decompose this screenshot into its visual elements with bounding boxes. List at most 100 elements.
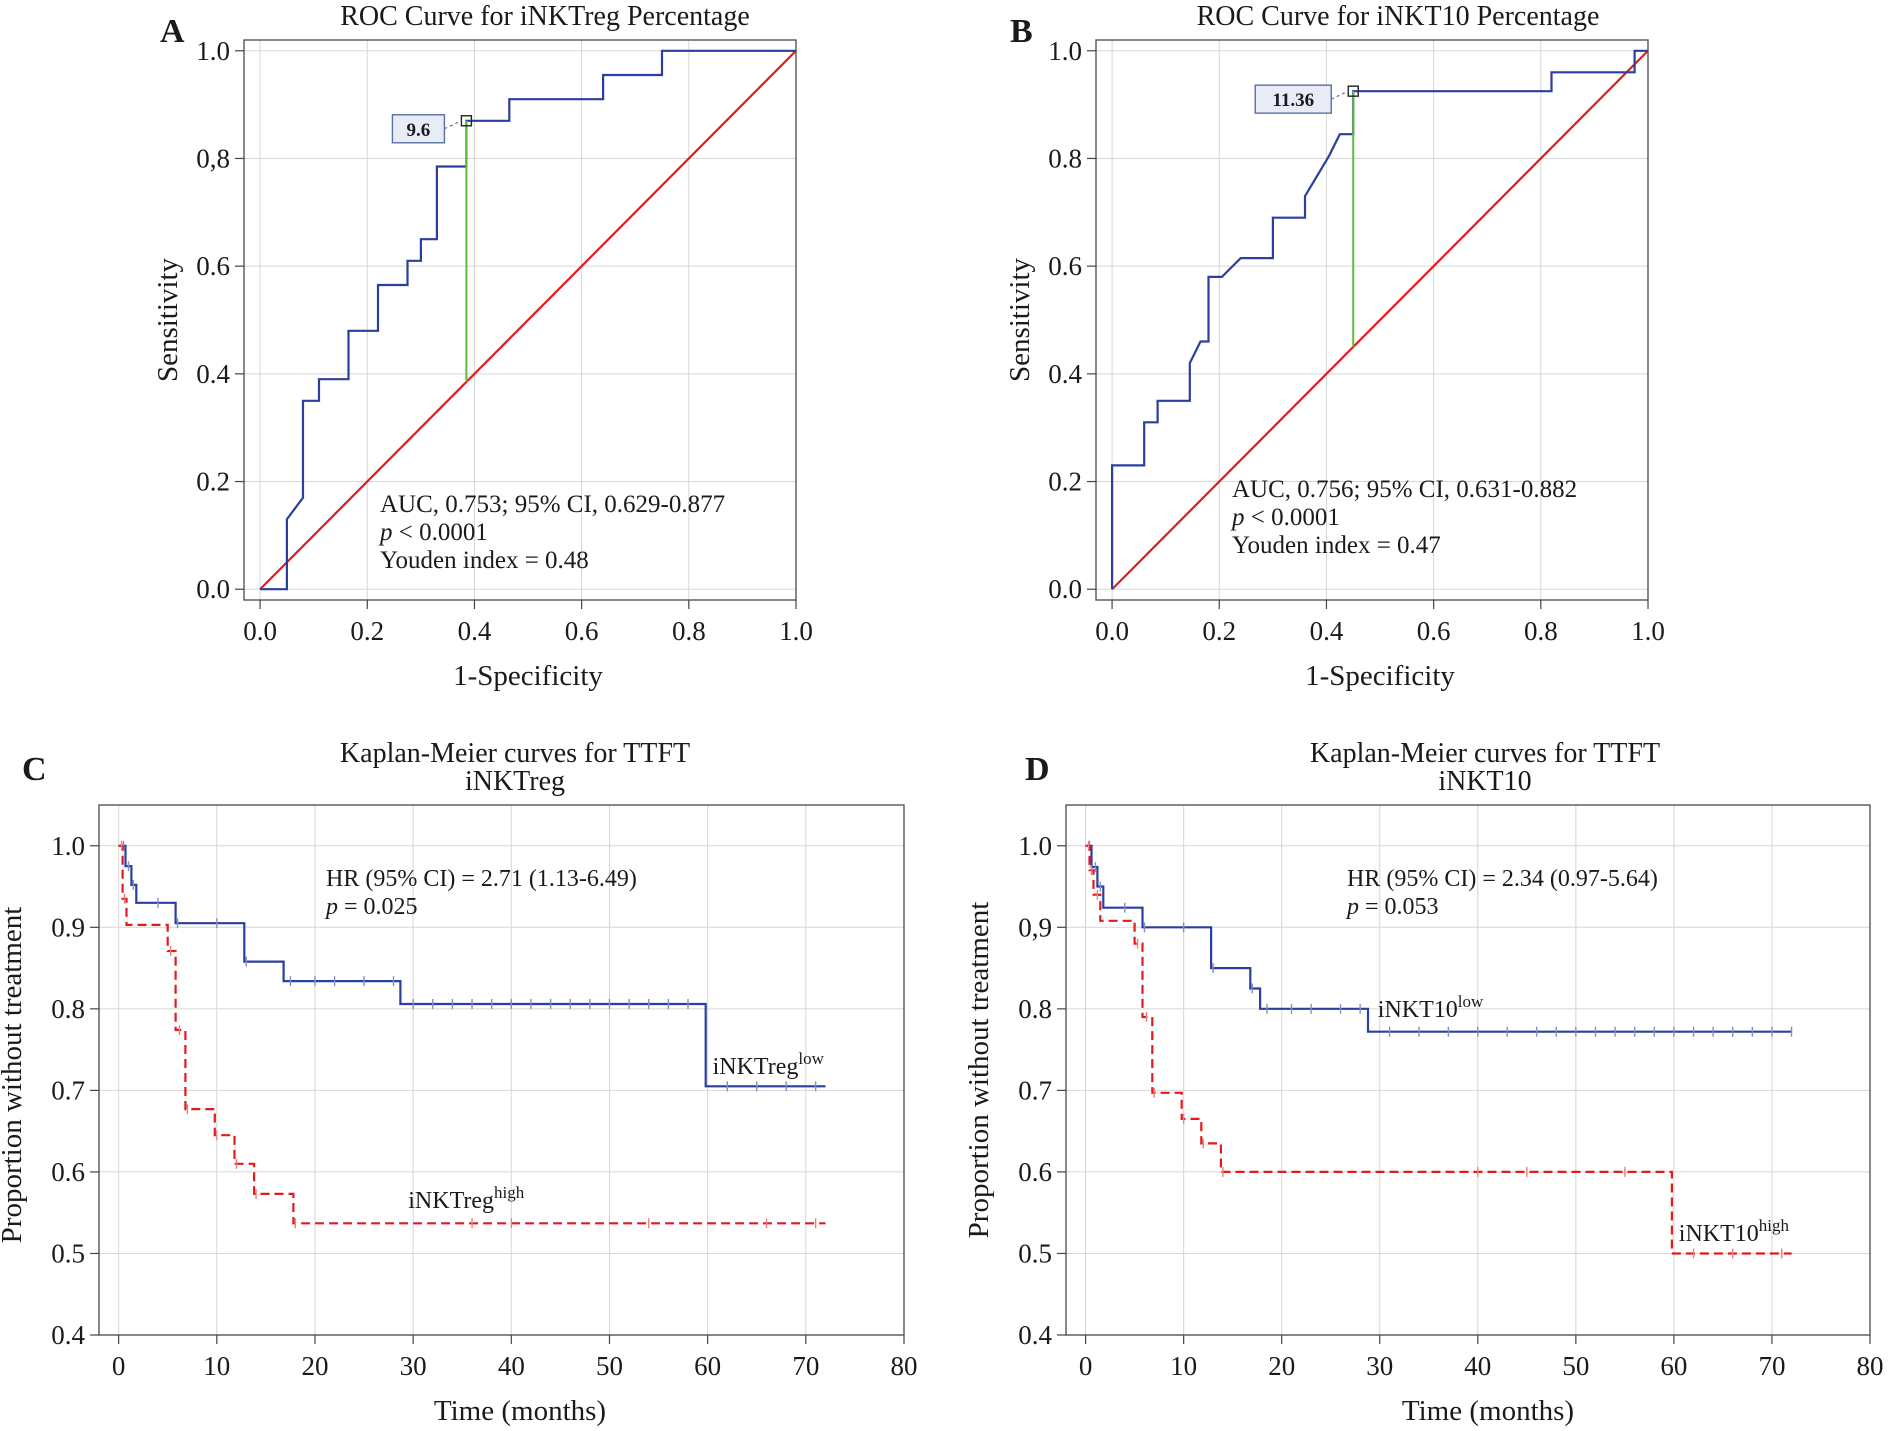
y-tick-label: 1.0 — [1048, 36, 1082, 66]
x-tick-label: 50 — [596, 1351, 623, 1381]
y-tick-label: 0.7 — [51, 1075, 85, 1105]
stats-annotation: HR (95% CI) = 2.71 (1.13-6.49) p = 0.025 — [324, 866, 637, 920]
km-curve-low — [118, 844, 826, 1088]
y-tick-label: 0.7 — [1018, 1075, 1052, 1105]
x-tick-label: 40 — [1464, 1351, 1491, 1381]
km-curve-high — [1085, 844, 1792, 1255]
y-tick-label: 0,9 — [1018, 912, 1052, 942]
cutoff-label-box — [1254, 84, 1332, 114]
y-tick-label: 0.6 — [196, 251, 230, 281]
km-curve-low — [1085, 844, 1792, 1033]
chart-title: Kaplan-Meier curves for TTFT — [340, 738, 690, 769]
x-tick-label: 1.0 — [1631, 616, 1665, 646]
y-tick-label: 0.0 — [1048, 574, 1082, 604]
chart-subtitle: iNKT10 — [1438, 766, 1531, 797]
plot-frame — [243, 39, 797, 601]
x-tick-label: 40 — [498, 1351, 525, 1381]
x-tick-label: 70 — [792, 1351, 819, 1381]
cutoff-value-label: 11.36 — [1272, 90, 1314, 111]
y-tick-label: 0.2 — [196, 467, 230, 497]
x-tick-label: 60 — [1660, 1351, 1687, 1381]
y-axis-label: Sensitivity — [1004, 257, 1036, 382]
x-tick-label: 0.4 — [1310, 616, 1344, 646]
plot-frame — [1065, 804, 1871, 1336]
chart-title: ROC Curve for iNKTreg Percentage — [340, 1, 750, 32]
series-label-low: iNKT10low — [1378, 992, 1484, 1023]
stats-annotation: AUC, 0.753; 95% CI, 0.629-0.877 p < 0.00… — [378, 491, 725, 574]
x-tick-label: 0.8 — [672, 616, 706, 646]
y-tick-label: 0.8 — [1048, 143, 1082, 173]
p-value-text: p < 0.0001 — [1230, 504, 1340, 531]
x-tick-label: 0.4 — [458, 616, 492, 646]
x-tick-label: 0.0 — [243, 616, 277, 646]
chance-diagonal-line — [259, 49, 797, 591]
y-axis-label: Proportion without treatment — [963, 902, 995, 1239]
y-tick-label: 0.4 — [1048, 359, 1082, 389]
y-tick-label: 0.4 — [196, 359, 230, 389]
roc-panel-b: B ROC Curve for iNKT10 Percentage 0.0 0.2… — [1004, 1, 1665, 692]
x-tick-label: 0.8 — [1524, 616, 1558, 646]
p-value-text: p = 0.053 — [1345, 894, 1439, 920]
y-tick-label: 1.0 — [51, 831, 85, 861]
x-axis-label: Time (months) — [1402, 1395, 1574, 1427]
y-axis-label: Sensitivity — [152, 257, 184, 382]
y-tick-label: 0.5 — [51, 1238, 85, 1268]
y-tick-label: 0.6 — [1048, 251, 1082, 281]
panel-label: C — [22, 751, 47, 788]
y-tick-label: 0.0 — [196, 574, 230, 604]
roc-panel-a: A ROC Curve for iNKTreg Percentage 0.0 0.… — [152, 1, 813, 692]
y-tick-label: 0.6 — [51, 1157, 85, 1187]
x-tick-label: 10 — [1170, 1351, 1197, 1381]
y-tick-label: 0.5 — [1018, 1238, 1052, 1268]
hr-text: HR (95% CI) = 2.34 (0.97-5.64) — [1347, 866, 1658, 892]
series-label-high: iNKTreghigh — [408, 1183, 525, 1214]
y-tick-label: 0,8 — [196, 143, 230, 173]
chart-subtitle: iNKTreg — [465, 766, 565, 797]
x-tick-label: 60 — [694, 1351, 721, 1381]
auc-text: AUC, 0.753; 95% CI, 0.629-0.877 — [380, 491, 725, 518]
x-tick-label: 20 — [1268, 1351, 1295, 1381]
p-value-text: p = 0.025 — [324, 894, 418, 920]
y-tick-label: 0.8 — [51, 994, 85, 1024]
roc-curve — [1110, 49, 1648, 590]
y-tick-label: 1.0 — [1018, 831, 1052, 861]
y-tick-label: 0.8 — [1018, 994, 1052, 1024]
km-curve-high — [118, 844, 826, 1225]
auc-text: AUC, 0.756; 95% CI, 0.631-0.882 — [1232, 476, 1577, 503]
y-tick-label: 0.9 — [51, 912, 85, 942]
cutoff-value-label: 9.6 — [407, 120, 431, 141]
y-tick-label: 1.0 — [196, 36, 230, 66]
x-tick-label: 0.2 — [350, 616, 384, 646]
km-panel-c: C Kaplan-Meier curves for TTFT iNKTreg 0… — [0, 738, 918, 1427]
stats-annotation: AUC, 0.756; 95% CI, 0.631-0.882 p < 0.00… — [1230, 476, 1577, 559]
cutoff-label-box — [391, 114, 446, 144]
x-tick-label: 80 — [1857, 1351, 1884, 1381]
x-tick-label: 10 — [203, 1351, 230, 1381]
chance-diagonal-line — [1111, 49, 1649, 591]
hr-text: HR (95% CI) = 2.71 (1.13-6.49) — [326, 866, 637, 892]
series-label-low: iNKTreglow — [713, 1049, 825, 1080]
x-tick-label: 80 — [891, 1351, 918, 1381]
y-tick-label: 0.4 — [1018, 1320, 1052, 1350]
chart-title: Kaplan-Meier curves for TTFT — [1310, 738, 1660, 769]
chart-title: ROC Curve for iNKT10 Percentage — [1197, 1, 1600, 32]
panel-label: D — [1025, 751, 1050, 788]
x-tick-label: 0.2 — [1202, 616, 1236, 646]
cutoff-leader-line — [1330, 90, 1349, 100]
x-tick-label: 70 — [1758, 1351, 1785, 1381]
x-tick-label: 30 — [400, 1351, 427, 1381]
youden-text: Youden index = 0.47 — [1232, 532, 1441, 559]
x-tick-label: 1.0 — [779, 616, 813, 646]
x-axis-label: 1-Specificity — [1305, 660, 1455, 692]
panel-label: A — [160, 13, 185, 50]
x-tick-label: 0 — [112, 1351, 126, 1381]
x-tick-label: 0.6 — [565, 616, 599, 646]
panel-label: B — [1010, 13, 1033, 50]
x-axis-label: Time (months) — [434, 1395, 606, 1427]
cutoff-leader-line — [444, 120, 462, 130]
x-tick-label: 50 — [1562, 1351, 1589, 1381]
x-tick-label: 0 — [1079, 1351, 1093, 1381]
plot-frame — [1095, 39, 1649, 601]
x-tick-label: 20 — [301, 1351, 328, 1381]
